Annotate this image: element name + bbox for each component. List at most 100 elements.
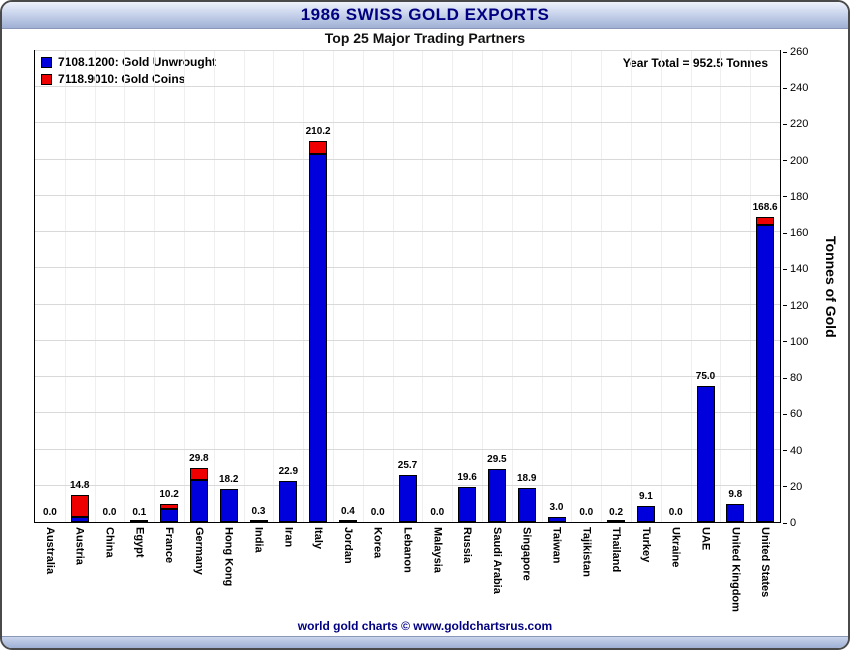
- y-tick-label: 100: [790, 335, 809, 348]
- y-tick: 20: [783, 481, 802, 493]
- bar-gold-unwrought: [696, 386, 715, 522]
- gridline-vertical: [482, 51, 483, 522]
- y-tick: 80: [783, 372, 802, 384]
- bar-gold-unwrought: [398, 475, 417, 522]
- page-title: 1986 SWISS GOLD EXPORTS: [300, 5, 550, 24]
- bar-total-label: 18.2: [218, 474, 239, 486]
- x-axis-label: Russia: [461, 527, 474, 564]
- bar-total-label: 18.9: [516, 472, 537, 484]
- bar-total-label: 9.8: [728, 489, 743, 501]
- x-axis-label: China: [103, 527, 116, 558]
- bar-gold-unwrought: [249, 520, 268, 522]
- y-tick-mark: [783, 87, 787, 89]
- year-total-annotation: Year Total = 952.5 Tonnes: [622, 56, 768, 70]
- y-tick-mark: [783, 341, 787, 343]
- bar-gold-unwrought: [70, 516, 89, 522]
- x-axis-label: Australia: [43, 527, 56, 575]
- legend-swatch: [41, 56, 52, 68]
- y-tick-mark: [783, 232, 787, 234]
- y-tick-label: 80: [790, 372, 803, 385]
- x-axis-label: United States: [759, 527, 772, 598]
- y-tick-mark: [783, 413, 787, 415]
- bar-gold-unwrought: [130, 520, 149, 522]
- bar-gold-unwrought: [636, 505, 655, 522]
- y-tick-label: 40: [790, 444, 803, 457]
- bar-total-label: 14.8: [69, 480, 90, 492]
- y-tick-label: 180: [790, 190, 809, 203]
- gridline-vertical: [64, 51, 66, 522]
- x-axis-label: Iran: [282, 527, 295, 548]
- gridline-horizontal: [35, 122, 780, 124]
- gridline-vertical: [750, 51, 752, 522]
- y-tick: 60: [783, 408, 802, 420]
- plot-area: 7108.1200: Gold Unwrought 7118.9010: Gol…: [34, 50, 781, 523]
- x-axis-label: Ukraine: [669, 527, 682, 568]
- chart-legend: 7108.1200: Gold Unwrought 7118.9010: Gol…: [41, 55, 216, 89]
- gridline-horizontal: [35, 158, 780, 160]
- gridline-horizontal: [35, 86, 780, 88]
- y-tick-label: 20: [790, 480, 803, 493]
- bar-total-label: 0.0: [42, 507, 57, 518]
- gridline-vertical: [720, 51, 722, 522]
- bar-total-label: 19.6: [457, 471, 477, 483]
- x-axis-label: Saudi Arabia: [490, 527, 503, 594]
- gridline-vertical: [333, 51, 334, 522]
- gridline-vertical: [243, 51, 245, 522]
- bar-total-label: 0.1: [132, 506, 147, 518]
- gridline-horizontal: [35, 50, 780, 51]
- bar-total-label: 0.0: [370, 507, 385, 518]
- x-axis-label: France: [163, 527, 176, 564]
- y-tick: 160: [783, 227, 808, 239]
- gridline-horizontal: [35, 339, 780, 341]
- gridline-vertical: [273, 51, 275, 522]
- y-tick: 100: [783, 336, 808, 348]
- gridline-vertical: [184, 51, 185, 522]
- y-tick: 260: [783, 46, 808, 58]
- x-axis-label: Jordan: [341, 527, 354, 564]
- gridline-vertical: [511, 51, 513, 522]
- chart-subtitle: Top 25 Major Trading Partners: [324, 30, 526, 46]
- gridline-vertical: [362, 51, 364, 522]
- y-tick-mark: [783, 522, 787, 524]
- y-tick-label: 260: [790, 46, 809, 58]
- bar-total-label: 3.0: [549, 501, 564, 513]
- bar-gold-coins: [160, 503, 179, 509]
- bar-total-label: 0.2: [609, 506, 624, 518]
- y-tick-label: 160: [790, 227, 809, 240]
- y-tick: 40: [783, 445, 802, 457]
- bar-gold-coins: [309, 141, 328, 155]
- bar-gold-unwrought: [458, 486, 477, 522]
- y-tick-label: 240: [790, 82, 809, 95]
- y-tick-mark: [783, 196, 787, 198]
- legend-label: 7118.9010: Gold Coins: [58, 72, 186, 86]
- bar-total-label: 210.2: [305, 126, 331, 138]
- x-axis-label: Thailand: [610, 527, 623, 573]
- bar-gold-unwrought: [160, 508, 179, 522]
- gridline-vertical: [660, 51, 662, 522]
- y-tick: 220: [783, 118, 808, 130]
- gridline-horizontal: [35, 376, 780, 378]
- bar-total-label: 0.4: [340, 506, 355, 518]
- y-tick: 200: [783, 155, 808, 167]
- gridline-horizontal: [35, 303, 780, 305]
- legend-swatch: [41, 73, 52, 85]
- bar-total-label: 0.0: [102, 507, 117, 518]
- bar-total-label: 22.9: [278, 465, 299, 477]
- title-bar: 1986 SWISS GOLD EXPORTS: [2, 2, 848, 29]
- gridline-vertical: [213, 51, 215, 522]
- gridline-vertical: [452, 51, 454, 522]
- gridline-vertical: [303, 51, 305, 522]
- x-axis-label: Lebanon: [401, 527, 414, 573]
- bar-total-label: 25.7: [397, 460, 418, 472]
- legend-item-coins: 7118.9010: Gold Coins: [41, 72, 216, 86]
- bar-gold-coins: [70, 495, 89, 517]
- y-tick-label: 140: [790, 263, 809, 276]
- bar-total-label: 0.0: [430, 507, 445, 518]
- x-axis-label: Singapore: [520, 527, 533, 581]
- y-tick-label: 200: [790, 154, 809, 167]
- x-axis-labels: Australia Austria China Egypt France Germany H…: [34, 525, 781, 625]
- bar-gold-unwrought: [279, 480, 298, 522]
- bar-gold-unwrought: [487, 468, 506, 522]
- y-tick-mark: [783, 268, 787, 270]
